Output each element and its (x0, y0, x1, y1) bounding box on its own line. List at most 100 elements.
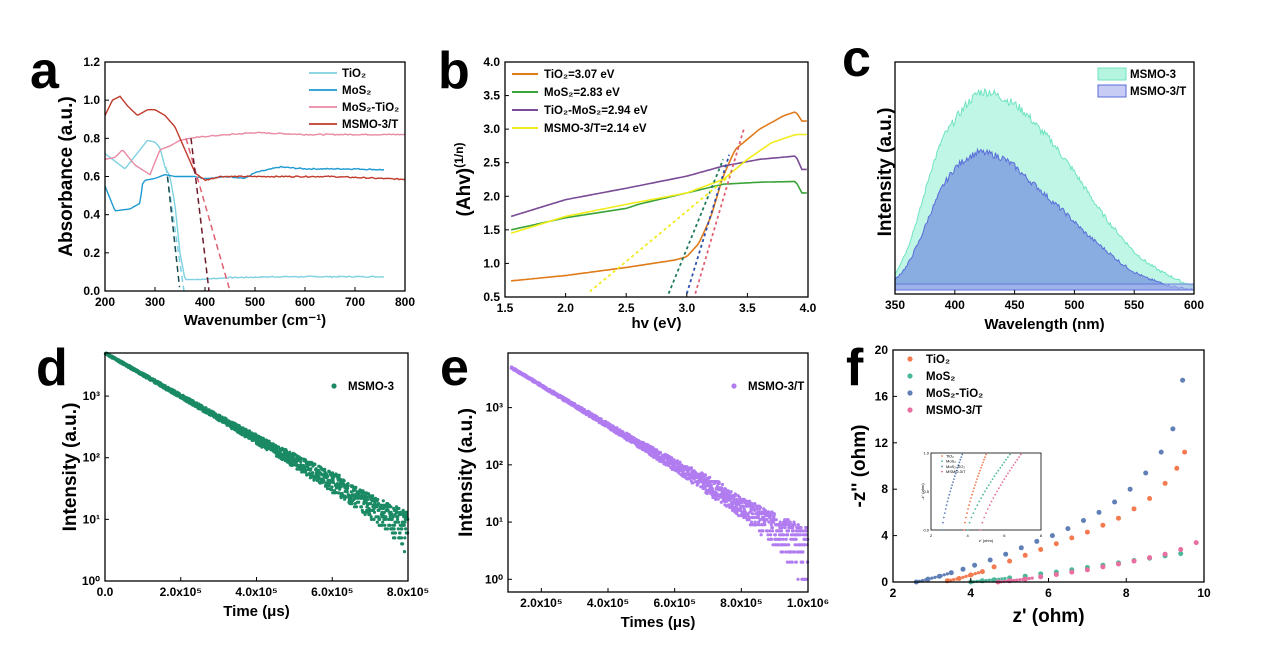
data-point (369, 515, 373, 519)
data-point (662, 457, 666, 461)
data-point (372, 517, 376, 522)
data-point (313, 462, 317, 466)
inset-x-axis-label: z' (ohm) (979, 538, 994, 543)
data-point (791, 529, 796, 533)
data-point (794, 560, 798, 564)
data-point (1127, 486, 1133, 492)
data-point (397, 506, 401, 511)
data-point (1018, 578, 1022, 582)
data-point (920, 578, 925, 583)
legend-swatch (907, 390, 913, 396)
data-point (744, 512, 748, 516)
inset-point (968, 521, 971, 524)
data-point (765, 518, 769, 522)
inset-point (954, 472, 957, 475)
legend-entry: MSMO-3 (348, 381, 394, 393)
data-point (301, 470, 305, 474)
inset-legend-entry: MoS₂-TiO₂ (946, 464, 965, 469)
tangent-line-1 (166, 176, 181, 288)
inset-point (968, 504, 970, 507)
inset-point (972, 490, 974, 493)
y-tick-label: 0.4 (83, 208, 100, 222)
data-point (1034, 538, 1040, 544)
data-point (948, 578, 953, 582)
data-point (945, 572, 950, 576)
inset-point (951, 484, 953, 486)
data-point (351, 485, 355, 489)
data-point (715, 484, 720, 488)
data-point (277, 445, 281, 449)
inset-point (994, 493, 997, 496)
data-point (224, 417, 228, 421)
y-tick-label: 20 (875, 343, 889, 357)
inset-point (975, 481, 977, 483)
data-point (960, 566, 966, 572)
data-point (799, 526, 803, 530)
data-point (794, 537, 798, 541)
data-point (770, 526, 775, 530)
data-point (958, 576, 962, 580)
data-point (1053, 572, 1059, 577)
data-point (655, 448, 659, 452)
inset-x-tick-label: 2 (930, 533, 933, 538)
x-tick-label: 10 (1197, 586, 1211, 600)
data-point (773, 533, 778, 537)
series-line-1 (510, 180, 807, 231)
data-point (365, 495, 369, 499)
data-point (700, 477, 705, 481)
data-point (322, 479, 326, 483)
data-point (784, 537, 788, 541)
data-point (796, 577, 800, 581)
inset-x-tick-label: 8 (1040, 533, 1043, 538)
y-tick-label: 10⁰ (82, 574, 100, 588)
data-point (366, 497, 370, 502)
inset-legend-swatch (941, 465, 943, 468)
data-point (961, 575, 965, 580)
data-point (785, 560, 790, 564)
data-point (327, 483, 331, 488)
data-point (329, 488, 333, 492)
legend-entry: TiO₂-MoS₂=2.94 eV (544, 105, 648, 117)
data-point (769, 533, 773, 537)
x-tick-label: 6.0x10⁵ (311, 585, 353, 599)
data-point (970, 573, 974, 577)
inset-point (995, 472, 998, 475)
inset-point (952, 481, 954, 483)
panel-c-pl: 350 400 450 500 550 600 Wavelength (nm) Intensi… (875, 61, 1204, 333)
inset-point (1001, 464, 1004, 466)
data-point (658, 451, 663, 455)
inset-point (956, 466, 959, 469)
data-point (778, 526, 782, 530)
inset-point (957, 464, 960, 466)
data-point (786, 518, 790, 522)
legend-swatch (331, 383, 337, 389)
data-point (967, 573, 971, 578)
inset-point (990, 500, 993, 503)
inset-point (969, 500, 971, 503)
data-point (678, 460, 682, 464)
plot-frame-b (504, 61, 809, 298)
data-point (393, 523, 397, 527)
data-point (396, 520, 401, 524)
data-point (703, 485, 707, 489)
data-point (402, 515, 406, 519)
data-point (948, 571, 953, 575)
inset-point (1018, 456, 1020, 458)
data-point (936, 575, 940, 579)
data-point (771, 543, 775, 547)
data-point (388, 523, 392, 527)
data-point (372, 506, 376, 511)
tangent-line-0 (694, 128, 745, 294)
inset-point (985, 453, 987, 456)
y-axis-label: Intensity (a.u.) (456, 408, 477, 537)
x-tick-label: 4.0x10⁵ (587, 596, 629, 610)
inset-y-tick-label: 0.0 (923, 528, 929, 533)
inset-point (959, 458, 962, 461)
data-point (1038, 574, 1044, 580)
legend-entry: TiO₂ (926, 354, 950, 366)
data-point (927, 577, 931, 581)
data-point (398, 531, 402, 535)
x-axis-label: z' (ohm) (1012, 606, 1084, 627)
data-point (779, 537, 783, 541)
